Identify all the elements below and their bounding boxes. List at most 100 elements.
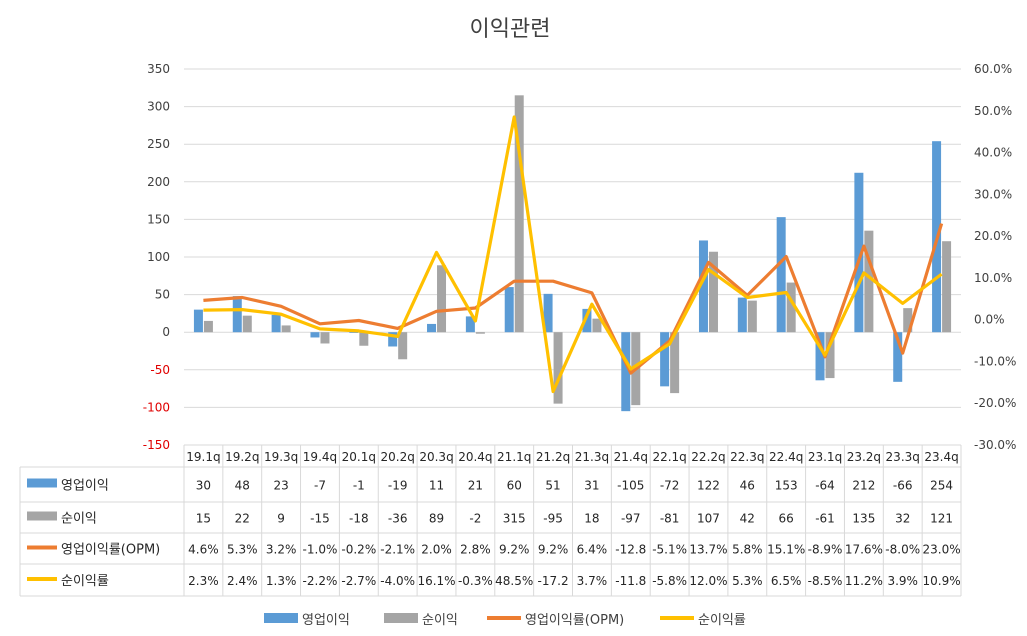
table-cell: -8.5% xyxy=(808,574,843,588)
table-cell: 9.2% xyxy=(499,543,530,557)
bar-net-profit xyxy=(708,251,718,333)
table-cell: -97 xyxy=(621,512,641,526)
table-cell: -61 xyxy=(815,512,835,526)
table-cell: 3.7% xyxy=(577,574,608,588)
category-label: 19.3q xyxy=(264,450,298,464)
table-cell: -18 xyxy=(349,512,369,526)
table-cell: 30 xyxy=(196,479,211,493)
bar-series xyxy=(193,95,952,412)
category-label: 20.2q xyxy=(381,450,415,464)
table-cell: 16.1% xyxy=(417,574,455,588)
left-tick-label: 150 xyxy=(147,212,170,226)
right-tick-label: 0.0% xyxy=(974,313,1005,327)
table-cell: -64 xyxy=(815,479,835,493)
table-cell: -2.2% xyxy=(303,574,338,588)
category-label: 19.1q xyxy=(186,450,220,464)
bar-operating-profit xyxy=(893,332,903,382)
category-label: 23.4q xyxy=(924,450,958,464)
table-cell: -5.8% xyxy=(652,574,687,588)
bar-operating-profit xyxy=(504,287,514,333)
table-cell: -2 xyxy=(469,512,481,526)
category-label: 22.1q xyxy=(652,450,686,464)
table-cell: -72 xyxy=(660,479,680,493)
legend-key xyxy=(27,478,57,488)
table-cell: 42 xyxy=(740,512,755,526)
legend: 영업이익 순이익 영업이익률(OPM) 순이익률 xyxy=(264,613,746,628)
bar-net-profit xyxy=(592,318,602,333)
table-cell: 4.6% xyxy=(188,543,219,557)
bar-operating-profit xyxy=(621,332,631,412)
category-label: 22.2q xyxy=(691,450,725,464)
legend-entry: 영업이익률(OPM) xyxy=(525,613,624,628)
left-tick-label: 300 xyxy=(147,100,170,114)
bar-net-profit xyxy=(242,315,252,333)
category-label: 20.4q xyxy=(458,450,492,464)
bar-net-profit xyxy=(903,308,913,333)
table-cell: -7 xyxy=(314,479,326,493)
table-cell: 9.2% xyxy=(538,543,569,557)
category-label: 22.4q xyxy=(769,450,803,464)
left-tick-label: 100 xyxy=(147,250,170,264)
table-cell: 12.0% xyxy=(689,574,727,588)
bar-net-profit xyxy=(864,230,874,333)
opm-line xyxy=(203,223,944,375)
table-cell: -19 xyxy=(388,479,408,493)
left-tick-label: -150 xyxy=(143,438,170,452)
table-cell: -11.8 xyxy=(615,574,646,588)
table-cell: 22 xyxy=(235,512,250,526)
bar-net-profit xyxy=(786,282,796,333)
bar-operating-profit xyxy=(543,293,553,333)
category-label: 22.3q xyxy=(730,450,764,464)
category-label: 23.2q xyxy=(847,450,881,464)
table-cell: 15.1% xyxy=(767,543,805,557)
table-row-label: 영업이익 xyxy=(61,479,109,494)
bar-operating-profit xyxy=(232,296,242,333)
net-margin-line xyxy=(203,115,943,394)
category-label: 23.3q xyxy=(886,450,920,464)
data-table: 19.1q 19.2q 19.3q 19.4q 20.1q 20.2q 20.3q 20.4q… xyxy=(19,444,962,597)
bar-net-profit xyxy=(437,265,447,333)
table-cell: 122 xyxy=(697,479,720,493)
table-cell: 3.9% xyxy=(887,574,918,588)
table-cell: 66 xyxy=(779,512,794,526)
table-cell: 2.0% xyxy=(421,543,452,557)
table-cell: 15 xyxy=(196,512,211,526)
category-label: 23.1q xyxy=(808,450,842,464)
table-cell: -5.1% xyxy=(652,543,687,557)
category-label: 21.2q xyxy=(536,450,570,464)
chart-title: 이익관련 xyxy=(470,17,551,42)
table-cell: 51 xyxy=(545,479,560,493)
table-cell: 48.5% xyxy=(495,574,533,588)
table-cell: 9 xyxy=(277,512,285,526)
category-label: 21.4q xyxy=(614,450,648,464)
bar-operating-profit xyxy=(388,332,398,347)
table-cell: 1.3% xyxy=(266,574,297,588)
table-cell: -81 xyxy=(660,512,680,526)
table-cell: 212 xyxy=(852,479,875,493)
category-label: 20.3q xyxy=(419,450,453,464)
bar-operating-profit xyxy=(660,332,670,387)
table-cell: -0.2% xyxy=(341,543,376,557)
bar-net-profit xyxy=(670,332,680,394)
bar-net-profit xyxy=(825,332,835,379)
table-cell: 254 xyxy=(930,479,953,493)
table-cell: 3.2% xyxy=(266,543,297,557)
category-label: 20.1q xyxy=(342,450,376,464)
right-tick-label: 40.0% xyxy=(974,146,1012,160)
bar-operating-profit xyxy=(815,332,825,381)
table-cell: 23 xyxy=(273,479,288,493)
bar-net-profit xyxy=(475,332,485,334)
bar-net-profit xyxy=(398,332,408,360)
table-cell: -15 xyxy=(310,512,330,526)
legend-swatch xyxy=(264,613,298,623)
table-cell: 5.3% xyxy=(732,574,763,588)
left-axis-ticks: 350 300 250 200 150 100 50 0 -50 -100 -150 xyxy=(143,62,170,452)
table-cell: 6.5% xyxy=(771,574,802,588)
table-cell: 5.3% xyxy=(227,543,258,557)
right-tick-label: 20.0% xyxy=(974,229,1012,243)
table-cell: 11.2% xyxy=(845,574,883,588)
table-cell: -36 xyxy=(388,512,408,526)
table-row-label: 순이익률 xyxy=(61,574,109,589)
table-cell: 5.8% xyxy=(732,543,763,557)
right-tick-label: -30.0% xyxy=(974,438,1016,452)
